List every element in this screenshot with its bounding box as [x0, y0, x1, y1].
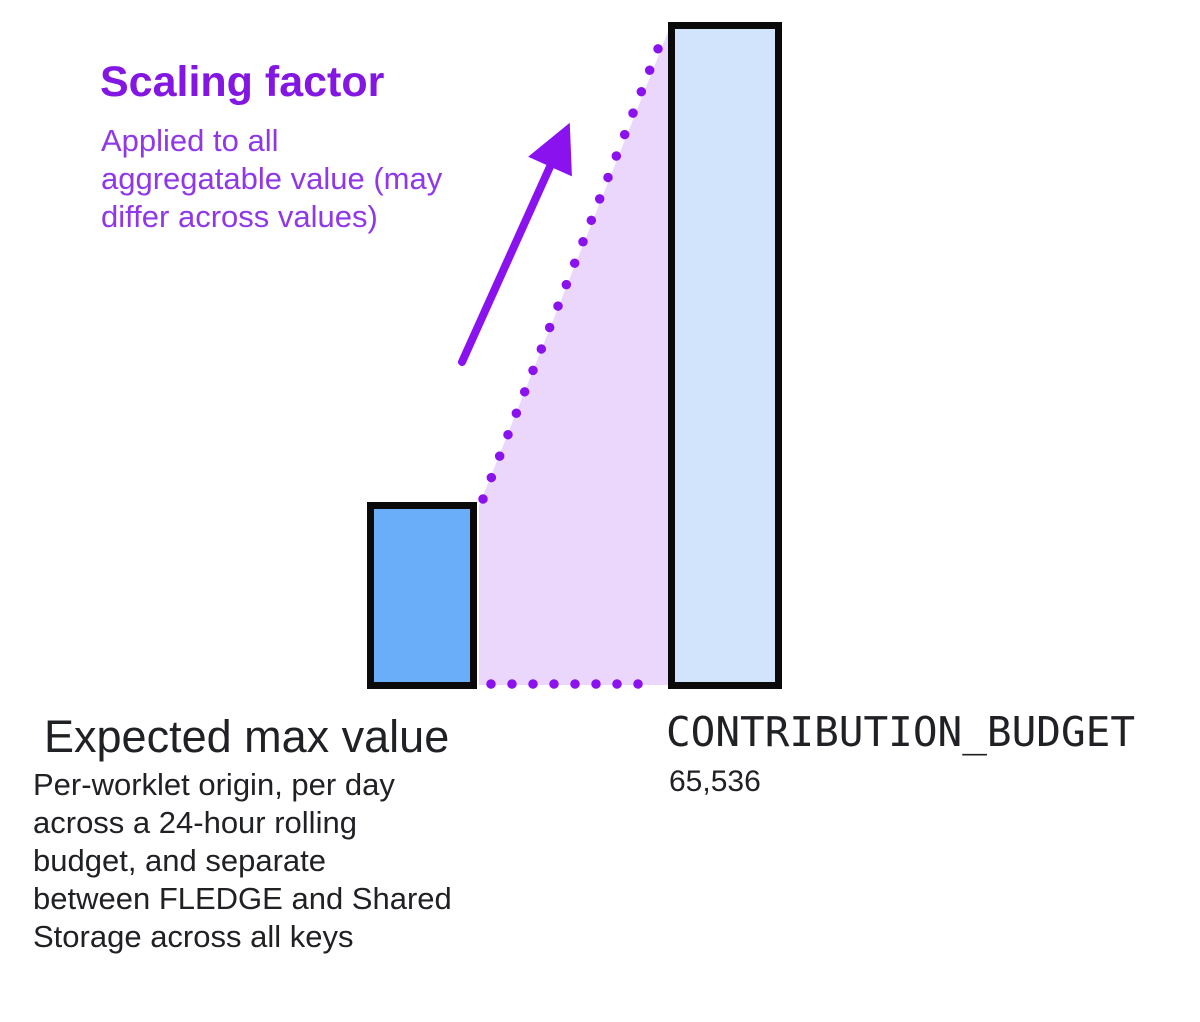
scaling-arrow-icon — [458, 122, 572, 366]
scaling-region — [479, 27, 670, 685]
scaling-dotted-line-diagonal — [478, 31, 668, 504]
expected-max-value-bar — [367, 502, 477, 689]
expected-max-value-title: Expected max value — [44, 711, 450, 762]
contribution-budget-label: CONTRIBUTION_BUDGET — [666, 708, 1135, 756]
scaling-factor-title: Scaling factor — [100, 58, 385, 106]
scaling-factor-description: Applied to all aggregatable value (may d… — [101, 123, 443, 234]
contribution-budget-bar — [668, 22, 782, 689]
contribution-budget-value: 65,536 — [669, 765, 761, 798]
expected-max-value-description: Per-worklet origin, per day across a 24-… — [33, 767, 452, 954]
